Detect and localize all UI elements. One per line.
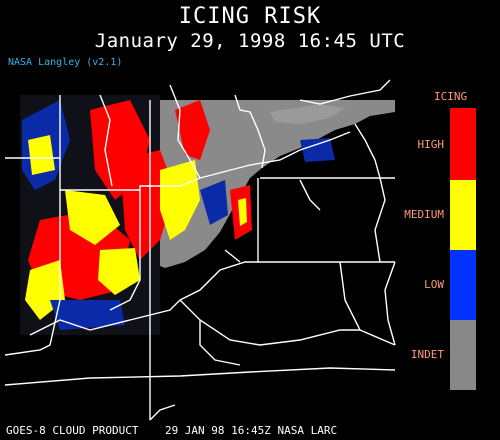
legend-swatch-indet bbox=[450, 320, 476, 390]
legend-label-low: LOW bbox=[424, 278, 444, 291]
legend-swatch-medium bbox=[450, 180, 476, 250]
legend-swatch-high bbox=[450, 108, 476, 180]
map-timestamp: January 29, 1998 16:45 UTC bbox=[94, 30, 406, 52]
credit-label: NASA Langley (v2.1) bbox=[8, 57, 123, 68]
footer-caption: GOES-8 CLOUD PRODUCT 29 JAN 98 16:45Z NA… bbox=[6, 424, 338, 437]
map-title: ICING RISK bbox=[178, 4, 322, 29]
legend-label-indet: INDET bbox=[410, 348, 444, 361]
legend-title: ICING bbox=[434, 90, 468, 103]
indet-region bbox=[150, 100, 395, 268]
icing-pattern bbox=[20, 95, 335, 335]
legend-swatch-low bbox=[450, 250, 476, 320]
legend-label-high: HIGH bbox=[417, 138, 445, 151]
state-borders bbox=[4, 79, 396, 421]
legend-label-medium: MEDIUM bbox=[404, 208, 444, 221]
